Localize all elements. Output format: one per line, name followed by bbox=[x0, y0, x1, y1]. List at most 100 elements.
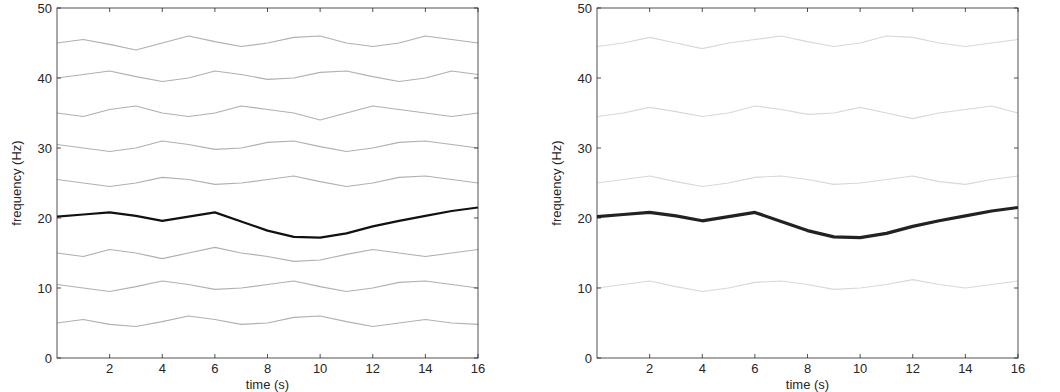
x-tick bbox=[109, 354, 110, 358]
y-tick-label: 0 bbox=[45, 351, 52, 366]
y-tick bbox=[57, 218, 61, 219]
faint-ridge bbox=[57, 106, 478, 120]
plot-area bbox=[57, 36, 478, 327]
plot-area bbox=[597, 36, 1018, 292]
x-tick bbox=[214, 354, 215, 358]
x-tick bbox=[162, 354, 163, 358]
x-tick bbox=[425, 354, 426, 358]
y-tick bbox=[474, 358, 478, 359]
y-tick bbox=[1014, 218, 1018, 219]
y-tick bbox=[597, 8, 601, 9]
y-tick-label: 20 bbox=[38, 211, 52, 226]
x-tick bbox=[807, 8, 808, 12]
y-tick bbox=[57, 8, 61, 9]
x-axis-title: time (s) bbox=[246, 377, 289, 392]
panel: 24681012141601020304050time (s)frequency… bbox=[549, 1, 1025, 392]
frame bbox=[57, 8, 478, 358]
y-tick bbox=[57, 358, 61, 359]
y-tick bbox=[474, 78, 478, 79]
y-tick bbox=[1014, 358, 1018, 359]
y-tick bbox=[57, 288, 61, 289]
x-tick bbox=[754, 8, 755, 12]
x-tick bbox=[912, 354, 913, 358]
frame bbox=[597, 8, 1018, 358]
x-tick bbox=[807, 354, 808, 358]
x-tick-label: 2 bbox=[106, 361, 113, 376]
x-tick-label: 8 bbox=[804, 361, 811, 376]
x-tick bbox=[649, 354, 650, 358]
y-tick bbox=[57, 148, 61, 149]
x-tick bbox=[860, 8, 861, 12]
x-tick bbox=[478, 354, 479, 358]
x-tick bbox=[912, 8, 913, 12]
y-tick-label: 20 bbox=[578, 211, 592, 226]
x-tick bbox=[320, 354, 321, 358]
x-tick bbox=[860, 354, 861, 358]
x-tick-label: 6 bbox=[751, 361, 758, 376]
x-tick-label: 10 bbox=[313, 361, 327, 376]
faint-ridge bbox=[57, 247, 478, 261]
x-tick-label: 4 bbox=[699, 361, 706, 376]
y-tick bbox=[474, 288, 478, 289]
faint-ridge bbox=[57, 141, 478, 152]
faint-ridge bbox=[597, 176, 1018, 187]
y-tick bbox=[1014, 148, 1018, 149]
x-tick bbox=[754, 354, 755, 358]
x-tick bbox=[372, 354, 373, 358]
faint-ridge bbox=[57, 71, 478, 82]
x-tick-label: 10 bbox=[853, 361, 867, 376]
x-tick bbox=[965, 354, 966, 358]
x-tick-label: 12 bbox=[906, 361, 920, 376]
x-tick bbox=[267, 354, 268, 358]
x-tick bbox=[1018, 8, 1019, 12]
y-tick-label: 30 bbox=[38, 141, 52, 156]
x-tick bbox=[214, 8, 215, 12]
y-tick-label: 50 bbox=[38, 1, 52, 16]
y-tick bbox=[597, 78, 601, 79]
x-tick-label: 4 bbox=[159, 361, 166, 376]
x-tick-label: 14 bbox=[958, 361, 972, 376]
faint-ridge bbox=[597, 106, 1018, 119]
ridge-line bbox=[597, 208, 1018, 238]
y-tick-label: 30 bbox=[578, 141, 592, 156]
x-tick bbox=[267, 8, 268, 12]
y-tick bbox=[597, 288, 601, 289]
x-tick-label: 8 bbox=[264, 361, 271, 376]
x-tick bbox=[109, 8, 110, 12]
faint-ridge bbox=[597, 36, 1018, 49]
y-tick-label: 40 bbox=[38, 71, 52, 86]
x-tick bbox=[162, 8, 163, 12]
panel: 24681012141601020304050time (s)frequency… bbox=[9, 1, 485, 392]
y-tick-label: 40 bbox=[578, 71, 592, 86]
x-tick bbox=[702, 8, 703, 12]
y-tick-label: 0 bbox=[585, 351, 592, 366]
y-tick bbox=[1014, 78, 1018, 79]
y-tick bbox=[1014, 8, 1018, 9]
y-tick bbox=[597, 358, 601, 359]
faint-ridge bbox=[57, 316, 478, 327]
y-tick bbox=[597, 218, 601, 219]
y-tick bbox=[474, 148, 478, 149]
x-tick bbox=[372, 8, 373, 12]
ridge-line bbox=[57, 208, 478, 238]
y-tick bbox=[1014, 288, 1018, 289]
y-axis-title: frequency (Hz) bbox=[549, 140, 564, 225]
y-tick-label: 10 bbox=[38, 281, 52, 296]
y-tick-label: 50 bbox=[578, 1, 592, 16]
x-tick-label: 6 bbox=[211, 361, 218, 376]
faint-ridge bbox=[57, 176, 478, 187]
x-tick-label: 12 bbox=[366, 361, 380, 376]
y-tick-label: 10 bbox=[578, 281, 592, 296]
x-tick bbox=[478, 8, 479, 12]
x-tick bbox=[320, 8, 321, 12]
x-tick bbox=[1018, 354, 1019, 358]
y-tick bbox=[474, 218, 478, 219]
x-tick bbox=[649, 8, 650, 12]
y-tick bbox=[474, 8, 478, 9]
figure: 24681012141601020304050time (s)frequency… bbox=[0, 0, 1060, 392]
faint-ridge bbox=[57, 281, 478, 292]
x-tick bbox=[425, 8, 426, 12]
x-tick bbox=[965, 8, 966, 12]
x-tick bbox=[702, 354, 703, 358]
x-tick-label: 2 bbox=[646, 361, 653, 376]
